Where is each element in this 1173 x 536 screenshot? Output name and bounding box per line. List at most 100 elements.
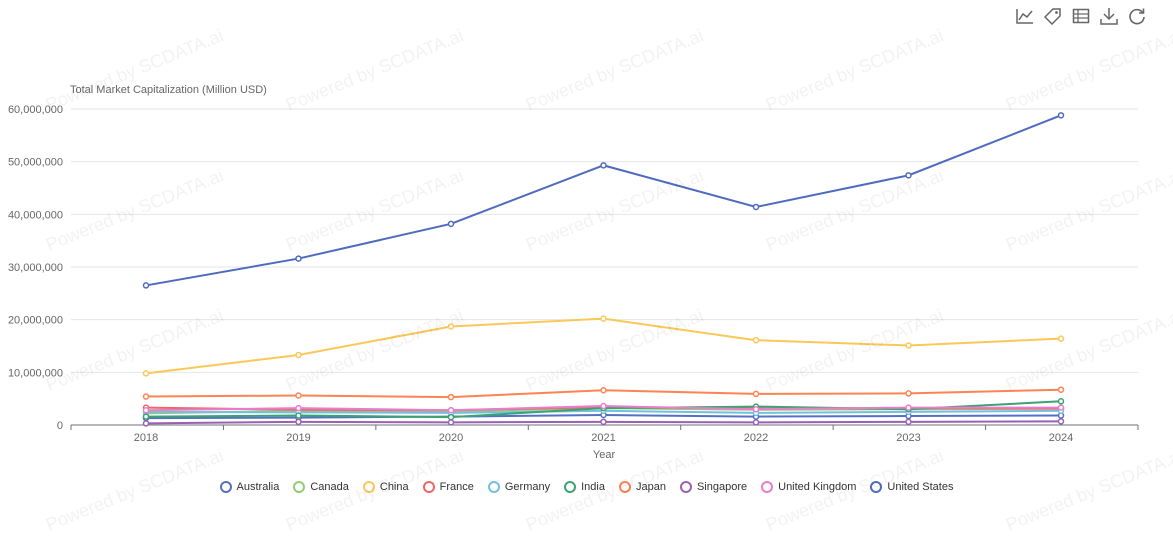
legend-marker-icon bbox=[679, 481, 692, 493]
legend-item-japan[interactable]: Japan bbox=[618, 481, 666, 493]
legend-item-china[interactable]: China bbox=[362, 481, 409, 493]
y-tick-label: 50,000,000 bbox=[8, 157, 63, 169]
series-lines bbox=[142, 112, 1065, 427]
data-point[interactable] bbox=[752, 203, 760, 211]
data-point[interactable] bbox=[447, 419, 455, 426]
legend-marker-icon bbox=[761, 481, 774, 493]
x-axis: 2018 2019 2020 2021 2022 2023 2024 bbox=[70, 424, 1139, 444]
data-point[interactable] bbox=[447, 393, 455, 401]
line-chart-icon[interactable] bbox=[1015, 6, 1035, 26]
data-point[interactable] bbox=[600, 402, 607, 410]
data-point[interactable] bbox=[1057, 386, 1065, 393]
data-point[interactable] bbox=[752, 336, 760, 344]
legend-label: Germany bbox=[504, 481, 551, 493]
data-point[interactable] bbox=[295, 255, 302, 262]
legend-marker-icon bbox=[618, 481, 631, 493]
data-point[interactable] bbox=[1057, 335, 1065, 342]
y-tick-label: 10,000,000 bbox=[8, 367, 63, 379]
legend-label: Australia bbox=[236, 481, 280, 493]
chart-toolbox bbox=[1015, 6, 1147, 26]
legend-label: China bbox=[379, 481, 409, 493]
legend-item-germany[interactable]: Germany bbox=[487, 481, 551, 493]
legend-marker-icon bbox=[422, 481, 435, 493]
legend-item-australia[interactable]: Australia bbox=[219, 481, 280, 493]
data-point[interactable] bbox=[600, 315, 607, 322]
y-tick-label: 0 bbox=[57, 420, 63, 432]
data-point[interactable] bbox=[905, 342, 912, 349]
y-tick-label: 20,000,000 bbox=[8, 315, 63, 327]
data-point[interactable] bbox=[447, 220, 455, 228]
y-axis-label: Total Market Capitalization (Million USD… bbox=[70, 84, 267, 96]
legend-label: France bbox=[439, 481, 474, 493]
refresh-icon[interactable] bbox=[1127, 6, 1147, 26]
data-point[interactable] bbox=[600, 162, 607, 169]
data-point[interactable] bbox=[600, 418, 607, 426]
data-point[interactable] bbox=[295, 404, 302, 412]
legend-item-singapore[interactable]: Singapore bbox=[679, 481, 748, 493]
series-china bbox=[142, 315, 1065, 377]
data-point[interactable] bbox=[752, 390, 760, 398]
legend-item-india[interactable]: India bbox=[564, 481, 605, 493]
x-tick-label: 2019 bbox=[286, 432, 310, 444]
data-point[interactable] bbox=[295, 418, 302, 426]
x-tick-label: 2021 bbox=[591, 432, 615, 444]
x-tick-label: 2022 bbox=[744, 432, 768, 444]
series-line-united-states bbox=[145, 114, 1062, 287]
x-tick-label: 2018 bbox=[134, 432, 158, 444]
legend-label: United States bbox=[887, 481, 954, 493]
legend-marker-icon bbox=[487, 481, 500, 493]
data-point[interactable] bbox=[1057, 112, 1065, 119]
x-tick-label: 2023 bbox=[896, 432, 920, 444]
data-point[interactable] bbox=[905, 390, 912, 397]
legend-marker-icon bbox=[293, 481, 306, 493]
data-point[interactable] bbox=[447, 413, 455, 421]
data-point[interactable] bbox=[752, 405, 760, 413]
data-point[interactable] bbox=[1057, 418, 1065, 425]
line-chart: 0 10,000,000 20,000,000 30,000,000 40,000,00… bbox=[8, 84, 1139, 461]
legend-label: Canada bbox=[310, 481, 349, 493]
legend-marker-icon bbox=[564, 481, 577, 493]
data-point[interactable] bbox=[142, 370, 150, 377]
y-tick-label: 60,000,000 bbox=[8, 104, 63, 116]
series-line-china bbox=[145, 317, 1062, 375]
data-point[interactable] bbox=[295, 351, 302, 359]
data-point[interactable] bbox=[142, 413, 150, 420]
legend-item-canada[interactable]: Canada bbox=[293, 481, 349, 493]
data-table-icon[interactable] bbox=[1071, 6, 1091, 26]
legend-label: Japan bbox=[635, 481, 666, 493]
legend-item-united-states[interactable]: United States bbox=[870, 481, 953, 493]
data-point[interactable] bbox=[905, 404, 912, 411]
data-point[interactable] bbox=[142, 407, 150, 414]
x-tick-label: 2024 bbox=[1049, 432, 1073, 444]
legend-marker-icon bbox=[219, 481, 232, 493]
y-tick-label: 30,000,000 bbox=[8, 262, 63, 274]
legend-item-united-kingdom[interactable]: United Kingdom bbox=[761, 481, 856, 493]
data-point[interactable] bbox=[295, 412, 302, 419]
series-united-states bbox=[142, 112, 1065, 289]
data-point[interactable] bbox=[142, 393, 150, 400]
data-point[interactable] bbox=[1057, 398, 1065, 405]
legend-marker-icon bbox=[870, 481, 883, 493]
download-icon[interactable] bbox=[1099, 6, 1119, 26]
data-point[interactable] bbox=[905, 172, 912, 179]
chart-legend: Australia Canada China France Germany India Ja… bbox=[0, 481, 1173, 493]
legend-label: Singapore bbox=[696, 481, 748, 493]
x-axis-label: Year bbox=[593, 449, 616, 461]
data-point[interactable] bbox=[1057, 404, 1065, 411]
data-point[interactable] bbox=[752, 419, 760, 426]
tag-icon[interactable] bbox=[1043, 6, 1063, 26]
series-singapore bbox=[142, 418, 1065, 427]
series-united-kingdom bbox=[142, 402, 1065, 414]
data-point[interactable] bbox=[905, 418, 912, 426]
data-point[interactable] bbox=[295, 392, 302, 399]
legend-marker-icon bbox=[362, 481, 375, 493]
data-point[interactable] bbox=[142, 420, 150, 427]
data-point[interactable] bbox=[600, 386, 607, 394]
data-point[interactable] bbox=[142, 282, 150, 289]
series-japan bbox=[142, 386, 1065, 401]
legend-item-france[interactable]: France bbox=[422, 481, 474, 493]
y-tick-label: 40,000,000 bbox=[8, 209, 63, 221]
data-point[interactable] bbox=[447, 407, 455, 414]
legend-label: United Kingdom bbox=[778, 481, 857, 493]
data-point[interactable] bbox=[447, 323, 455, 330]
